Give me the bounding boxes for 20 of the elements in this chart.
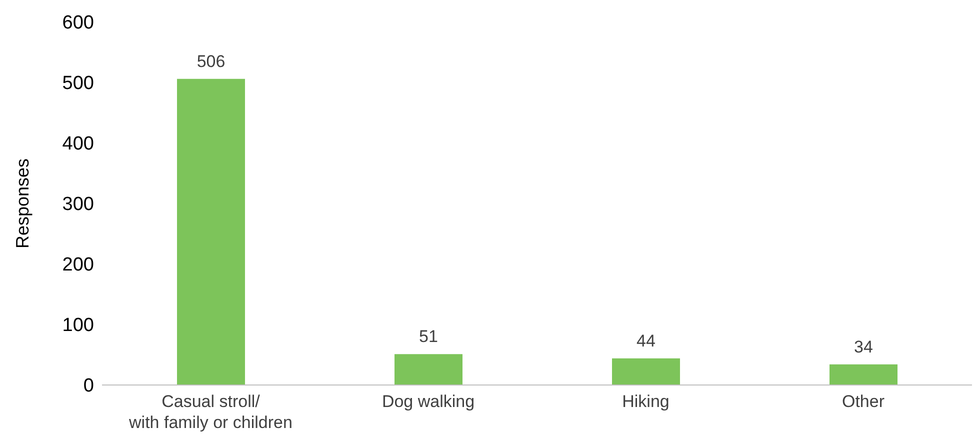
y-tick-label: 200 bbox=[62, 254, 94, 276]
x-tick-label: Casual stroll/ with family or children bbox=[128, 392, 292, 432]
y-tick-label: 100 bbox=[62, 315, 94, 336]
x-tick-label: Other bbox=[842, 392, 885, 411]
data-label: 51 bbox=[419, 327, 438, 346]
bar bbox=[394, 354, 462, 385]
data-label: 44 bbox=[636, 331, 656, 350]
y-tick-label: 400 bbox=[62, 134, 94, 155]
y-tick-label: 0 bbox=[83, 376, 94, 397]
bar bbox=[177, 78, 245, 385]
bar bbox=[612, 358, 680, 385]
y-tick-label: 300 bbox=[62, 194, 94, 216]
y-axis-title: Responses bbox=[12, 158, 32, 249]
data-label: 506 bbox=[196, 52, 226, 71]
data-label: 34 bbox=[854, 337, 873, 356]
y-tick-label: 500 bbox=[62, 73, 94, 94]
bar bbox=[830, 364, 898, 385]
x-tick-label: Dog walking bbox=[382, 392, 475, 411]
x-tick-label: Hiking bbox=[622, 392, 670, 411]
y-tick-label: 600 bbox=[62, 12, 94, 34]
